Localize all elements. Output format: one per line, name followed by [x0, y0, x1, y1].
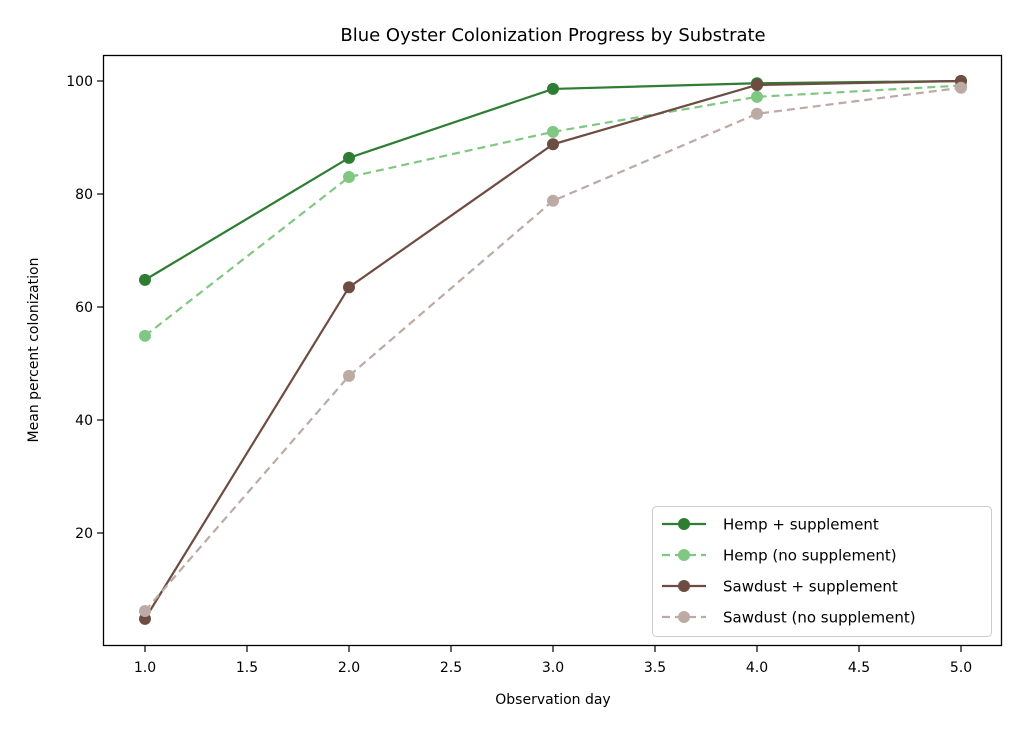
- x-tick-label: 3.5: [644, 660, 666, 676]
- legend-marker-icon: [678, 518, 690, 530]
- x-axis-label: Observation day: [495, 692, 610, 708]
- chart-title: Blue Oyster Colonization Progress by Sub…: [340, 25, 765, 46]
- data-point: [343, 151, 355, 164]
- x-axis-ticks: 1.0 1.5 2.0 2.5 3.0 3.5 4.0 4.5 5.0: [134, 646, 972, 676]
- legend-item: Hemp (no supplement): [662, 547, 897, 565]
- data-point: [955, 81, 967, 94]
- legend-label: Sawdust (no supplement): [723, 609, 916, 627]
- legend-label: Hemp + supplement: [723, 516, 879, 534]
- legend-marker-icon: [678, 549, 690, 561]
- y-tick-label: 20: [75, 526, 93, 542]
- data-point: [547, 125, 559, 138]
- y-axis-label: Mean percent colonization: [26, 258, 42, 443]
- y-tick-label: 80: [75, 187, 93, 203]
- x-tick-label: 1.0: [134, 660, 156, 676]
- data-point: [547, 82, 559, 95]
- legend: Hemp + supplement Hemp (no supplement) Saw…: [652, 506, 992, 637]
- legend-item: Sawdust (no supplement): [662, 609, 916, 627]
- legend-marker-icon: [678, 580, 690, 592]
- series-hemp-supplement: [139, 75, 967, 286]
- plot-frame: [102, 54, 1003, 647]
- legend-item: Hemp + supplement: [662, 516, 879, 534]
- legend-item: Sawdust + supplement: [662, 578, 898, 596]
- series-line: [144, 84, 962, 337]
- y-tick-label: 60: [75, 300, 93, 316]
- x-tick-label: 2.5: [440, 660, 462, 676]
- data-point: [751, 107, 763, 120]
- series-hemp-no-supplement: [139, 79, 967, 342]
- x-tick-label: 4.5: [848, 660, 870, 676]
- x-tick-label: 5.0: [950, 660, 972, 676]
- legend-label: Hemp (no supplement): [723, 547, 897, 565]
- data-point: [547, 138, 559, 151]
- y-tick-label: 40: [75, 413, 93, 429]
- legend-marker-icon: [678, 611, 690, 623]
- x-tick-label: 1.5: [236, 660, 258, 676]
- x-tick-label: 4.0: [746, 660, 768, 676]
- data-point: [139, 604, 151, 617]
- x-tick-label: 3.0: [542, 660, 564, 676]
- series-line: [144, 79, 962, 281]
- legend-box: [652, 506, 992, 637]
- x-tick-label: 2.0: [338, 660, 360, 676]
- y-tick-label: 100: [66, 74, 93, 90]
- data-point: [547, 194, 559, 207]
- series-sawdust-no-supplement: [139, 81, 967, 617]
- data-point: [343, 281, 355, 294]
- legend-label: Sawdust + supplement: [723, 578, 898, 596]
- data-point: [751, 78, 763, 91]
- data-point: [343, 369, 355, 382]
- plot-area: [139, 75, 967, 625]
- data-point: [751, 90, 763, 103]
- data-point: [139, 329, 151, 342]
- data-point: [139, 273, 151, 286]
- y-axis-ticks: 20 40 60 80 100: [66, 74, 103, 542]
- data-point: [343, 171, 355, 184]
